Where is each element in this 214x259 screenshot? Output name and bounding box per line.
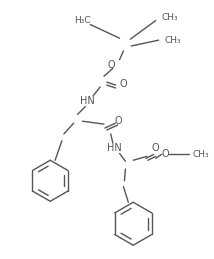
Text: CH₃: CH₃ — [165, 36, 181, 45]
Text: O: O — [162, 149, 169, 159]
Text: O: O — [120, 79, 127, 89]
Text: O: O — [108, 60, 116, 70]
Text: CH₃: CH₃ — [162, 13, 178, 22]
Text: H₃C: H₃C — [74, 16, 91, 25]
Text: HN: HN — [80, 96, 95, 106]
Text: CH₃: CH₃ — [193, 150, 210, 159]
Text: O: O — [152, 142, 159, 153]
Text: HN: HN — [107, 142, 122, 153]
Text: O: O — [115, 116, 122, 126]
